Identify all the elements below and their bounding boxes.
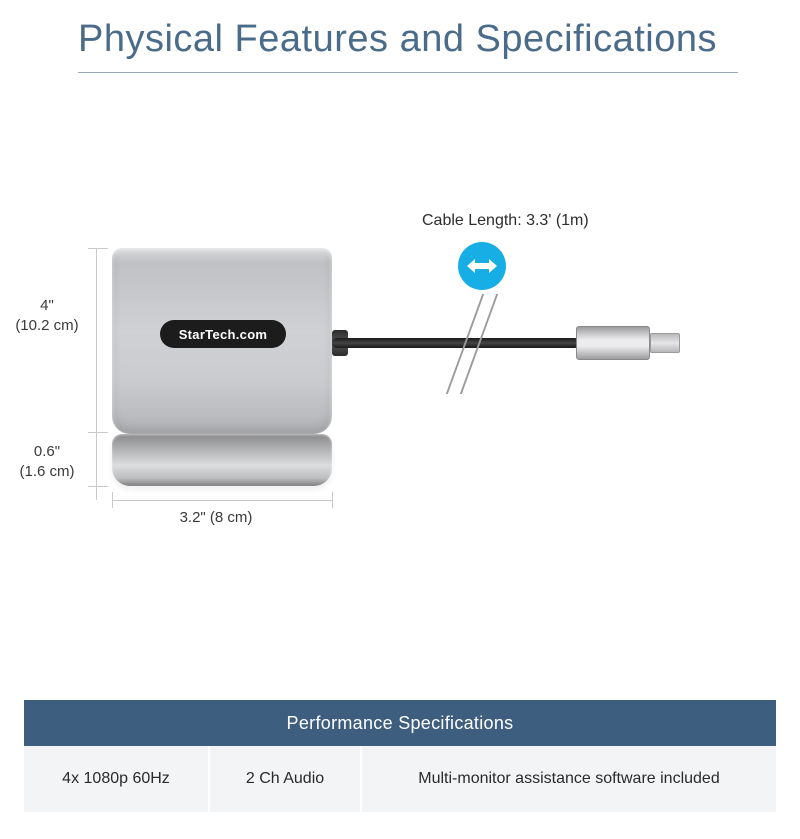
dim-thick-in: 0.6"	[34, 443, 60, 460]
dim-thickness-label: 0.6" (1.6 cm)	[6, 442, 88, 481]
dim-width-label: 3.2" (8 cm)	[116, 508, 316, 528]
dim-width-in: 3.2"	[180, 509, 206, 526]
specs-row: 4x 1080p 60Hz 2 Ch Audio Multi-monitor a…	[24, 746, 776, 812]
product-diagram: 4" (10.2 cm) 0.6" (1.6 cm) 3.2" (8 cm) S…	[0, 230, 800, 590]
cable-break	[454, 294, 494, 394]
guide-tick	[88, 248, 108, 249]
device-side	[112, 434, 332, 486]
guide-tick	[332, 492, 333, 508]
guide-tick	[88, 486, 108, 487]
guide-tick	[88, 432, 108, 433]
guide-line	[112, 500, 332, 501]
page-title: Physical Features and Specifications	[78, 18, 717, 61]
guide-tick	[112, 492, 113, 508]
dim-width-cm: (8 cm)	[210, 509, 253, 526]
guide-line	[96, 248, 97, 500]
specs-header: Performance Specifications	[24, 700, 776, 746]
dim-thick-cm: (1.6 cm)	[19, 463, 74, 480]
title-underline	[78, 72, 738, 73]
dim-height-cm: (10.2 cm)	[15, 317, 78, 334]
cable-segment	[498, 338, 580, 348]
usb-plug-tip	[650, 333, 680, 353]
spec-cell-resolution: 4x 1080p 60Hz	[24, 746, 210, 812]
cable-length-label: Cable Length: 3.3' (1m)	[422, 212, 589, 230]
brand-badge: StarTech.com	[160, 320, 286, 348]
spec-cell-audio: 2 Ch Audio	[210, 746, 362, 812]
spec-cell-software: Multi-monitor assistance software includ…	[362, 746, 776, 812]
dim-height-label: 4" (10.2 cm)	[6, 296, 88, 335]
usb-plug-body	[576, 326, 650, 360]
dim-height-in: 4"	[40, 297, 54, 314]
length-arrow-icon	[458, 242, 506, 290]
